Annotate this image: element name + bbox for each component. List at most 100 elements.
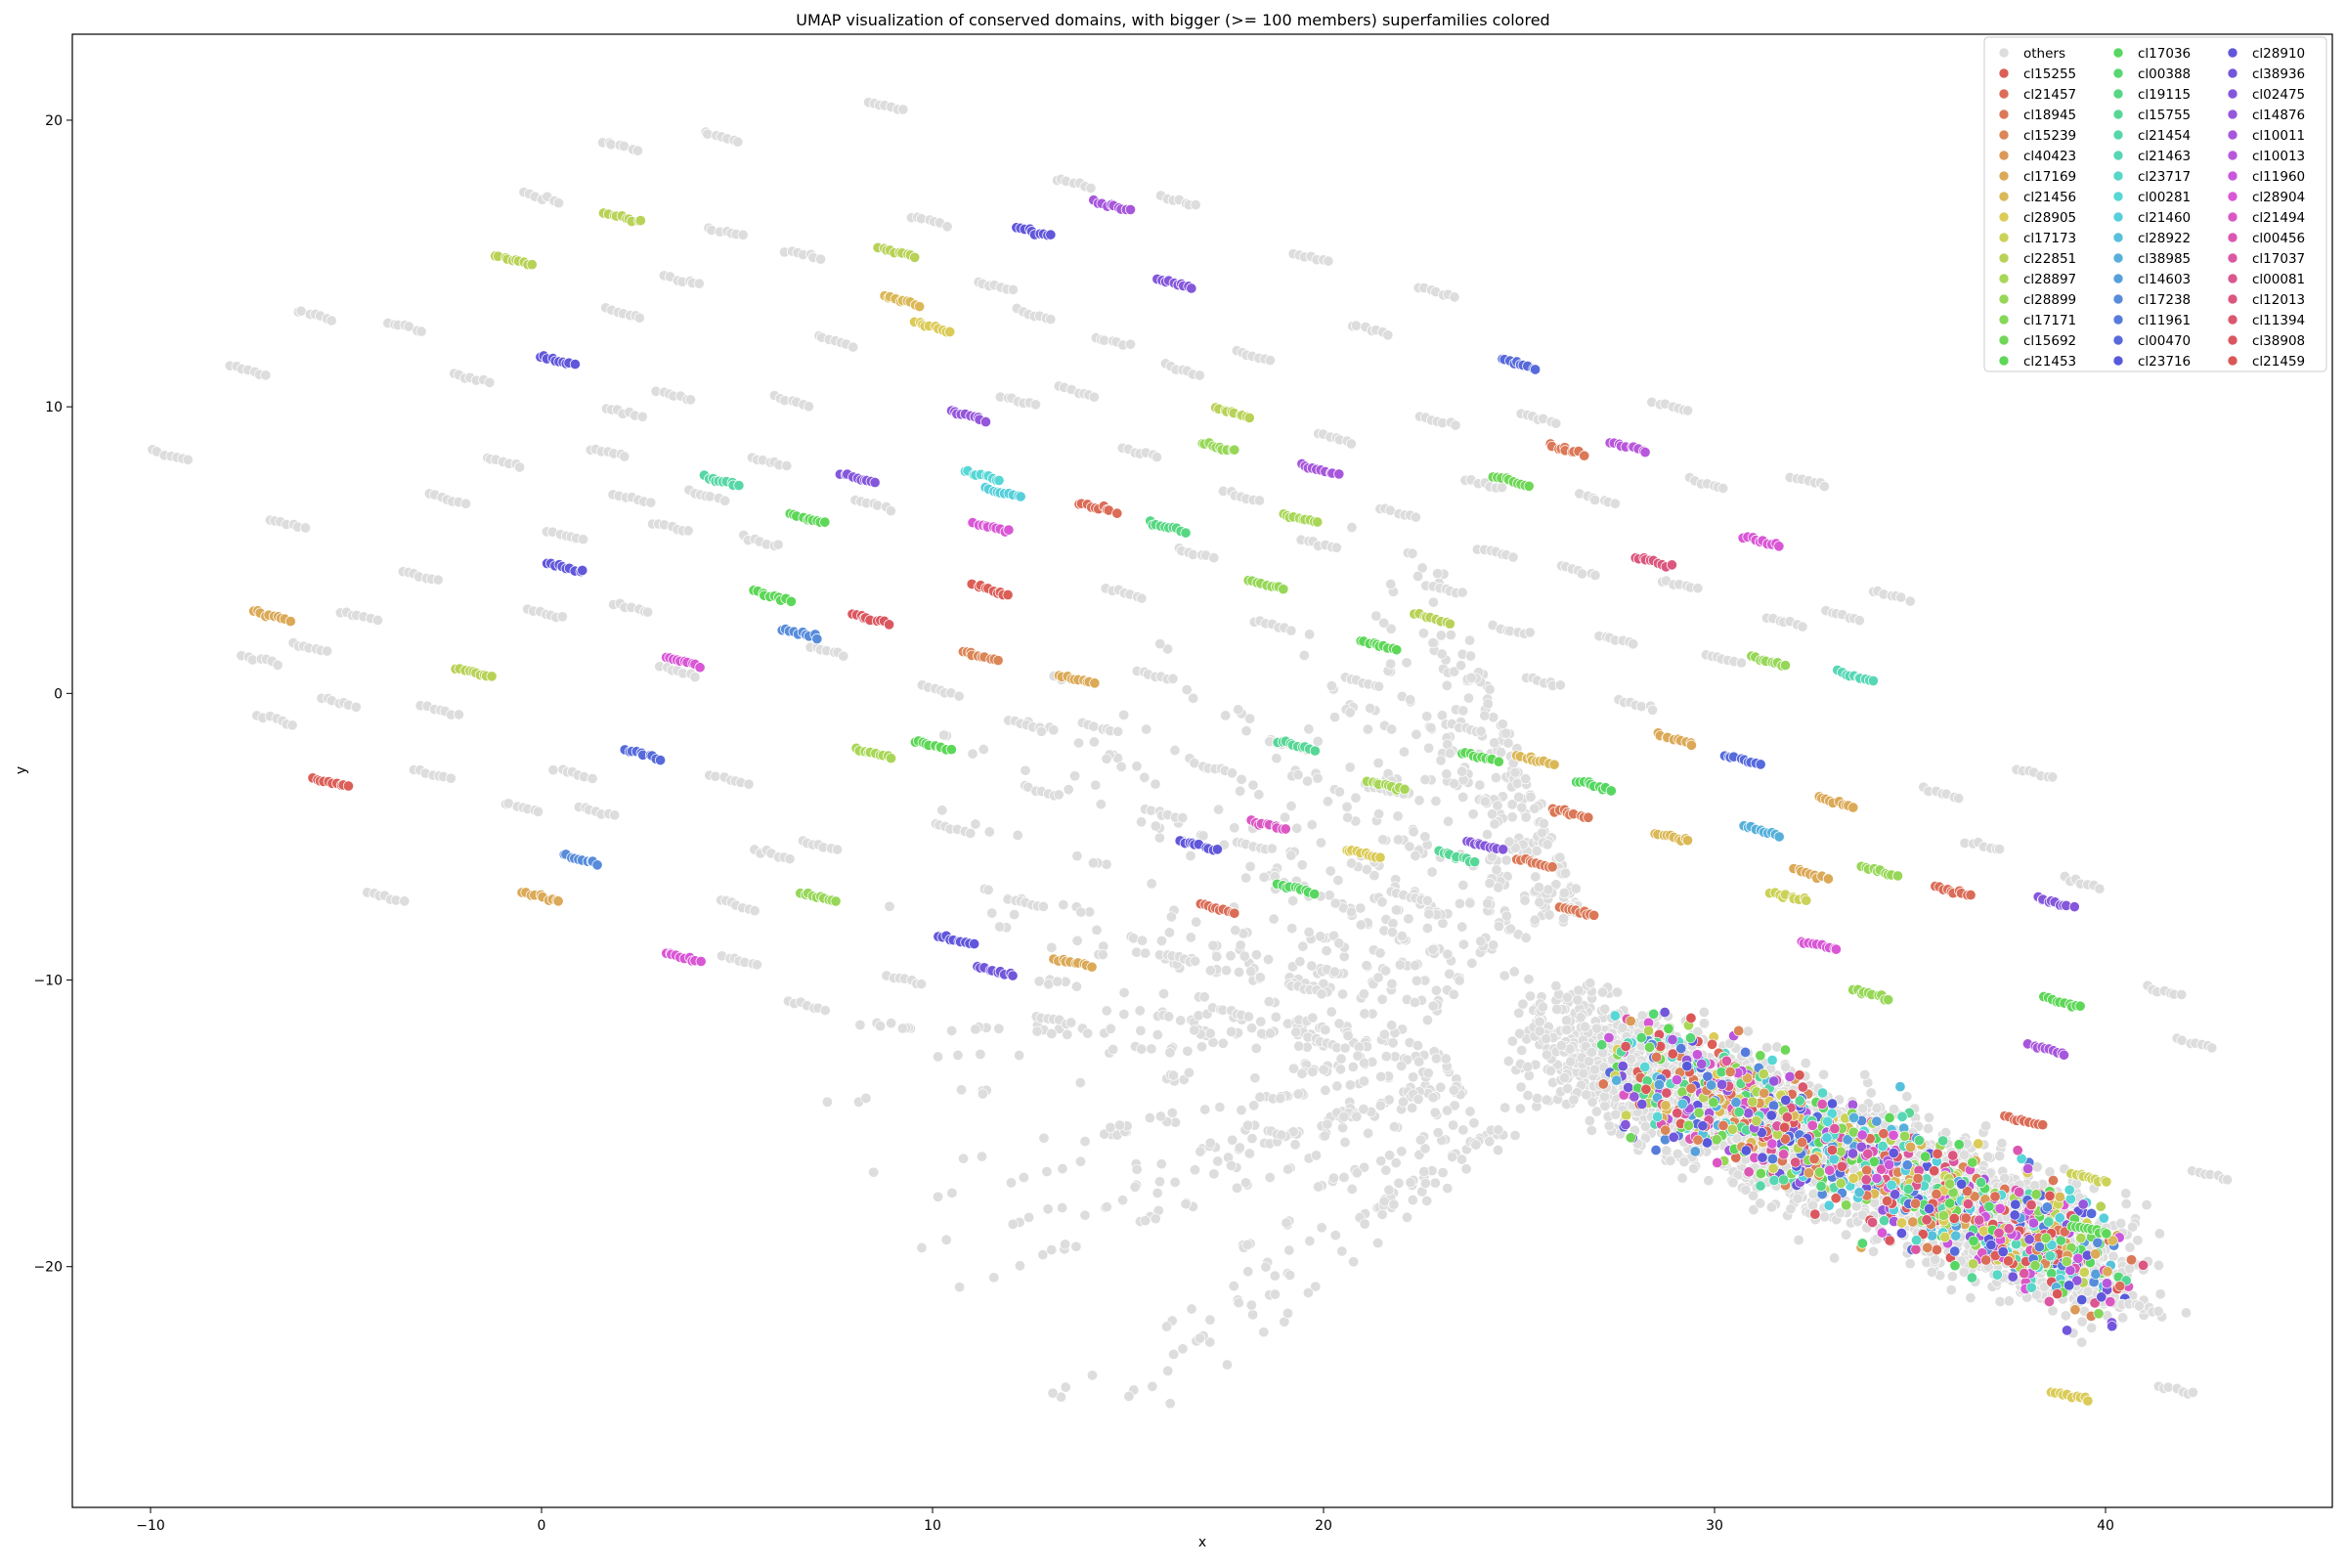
data-point-others — [1162, 1365, 1174, 1376]
data-point-others — [1698, 1018, 1710, 1029]
data-point-cl23717 — [1911, 1235, 1923, 1246]
data-point-cl38908 — [1620, 1040, 1631, 1052]
data-point-others — [1280, 811, 1291, 823]
data-point-cl38908 — [1884, 1235, 1895, 1246]
data-point-cl00456 — [1816, 1099, 1828, 1111]
data-point-others — [1292, 1088, 1304, 1100]
data-point-others — [1294, 956, 1306, 968]
data-point-cl28904 — [1994, 1202, 2006, 1214]
data-point-others — [884, 900, 895, 912]
data-point-cl38985 — [1848, 1111, 1860, 1123]
data-point-others — [1208, 1168, 1220, 1180]
data-point-others — [1247, 1309, 1259, 1321]
data-point-others — [1418, 1166, 1430, 1178]
data-point-others — [1560, 867, 1572, 879]
data-point-cl19115 — [1913, 1135, 1925, 1147]
data-point-others — [1337, 988, 1349, 1000]
data-point-others — [1370, 610, 1382, 622]
data-point-others — [1079, 1209, 1091, 1221]
data-point-cl17169 — [2102, 1266, 2113, 1278]
data-point-cl17037 — [1910, 1243, 1922, 1255]
data-point-others — [1134, 1005, 1146, 1017]
data-point-cl40423 — [2069, 1304, 2081, 1316]
data-point-others — [1363, 1127, 1374, 1139]
data-point-others — [1220, 710, 1232, 721]
data-point-others — [1380, 1164, 1392, 1176]
data-point-others — [1263, 996, 1275, 1008]
data-point-others — [1307, 1066, 1319, 1077]
data-point-cl17173 — [2078, 1266, 2090, 1278]
data-point-others — [1442, 948, 1454, 960]
data-point-cl28910 — [2009, 1209, 2020, 1221]
data-point-cl15692 — [1755, 1050, 1766, 1062]
data-point-cl14876 — [1768, 1075, 1780, 1087]
data-point-others — [1361, 960, 1372, 972]
data-point-others — [1818, 1068, 1830, 1080]
data-point-others — [1101, 1005, 1112, 1017]
data-point-cl11394 — [1797, 1081, 1808, 1093]
data-point-others — [1584, 1115, 1595, 1127]
data-point-others — [1375, 1070, 1387, 1082]
data-point-others — [1212, 1155, 1224, 1167]
data-point-others — [1392, 834, 1404, 846]
data-point-cl21453 — [1920, 1151, 1932, 1162]
data-point-others — [1071, 850, 1083, 862]
data-point-others — [1457, 1124, 1469, 1136]
data-point-others — [1550, 980, 1562, 992]
data-point-others — [1047, 1387, 1059, 1399]
data-point-cl11960 — [1856, 1129, 1868, 1141]
data-point-others — [1115, 761, 1127, 772]
data-point-cl00281 — [1609, 1010, 1621, 1022]
data-point-others — [1427, 943, 1439, 955]
data-point-others — [1302, 1286, 1314, 1298]
data-point-others — [1334, 1064, 1346, 1075]
data-point-others — [1374, 947, 1386, 959]
data-point-others — [371, 614, 383, 626]
data-point-others — [983, 826, 995, 838]
data-point-others — [1331, 1080, 1343, 1092]
data-point-cl15692 — [1779, 1044, 1791, 1056]
data-point-others — [1481, 829, 1493, 841]
data-point-others — [1180, 1198, 1192, 1210]
data-point-cl23717 — [1816, 1087, 1828, 1099]
data-point-cl11960 — [1603, 1032, 1615, 1044]
data-point-others — [1390, 904, 1402, 916]
data-point-others — [1164, 1047, 1176, 1059]
data-point-others — [1378, 1028, 1390, 1040]
data-point-cl23716 — [1826, 1098, 1838, 1110]
data-point-others — [1329, 1230, 1341, 1241]
data-point-others — [1289, 1139, 1301, 1151]
data-point-others — [1005, 1177, 1017, 1189]
data-point-others — [1157, 987, 1169, 999]
data-point-cl21457 — [1980, 1254, 1992, 1266]
data-point-others — [988, 1272, 1000, 1284]
data-point-cl28922 — [1853, 1187, 1865, 1198]
data-point-others — [958, 1153, 970, 1164]
data-point-others — [1435, 630, 1447, 641]
data-point-others — [1189, 1024, 1200, 1036]
data-point-others — [1060, 1239, 1071, 1250]
data-point-others — [1982, 1151, 1994, 1162]
data-point-others — [1565, 1056, 1577, 1067]
data-point-others — [1432, 568, 1444, 580]
data-point-others — [886, 1018, 897, 1029]
data-point-cl17238 — [2092, 1237, 2104, 1248]
data-point-others — [1233, 704, 1244, 716]
data-point-others — [1086, 1370, 1098, 1381]
data-point-others — [1537, 1001, 1548, 1013]
data-point-others — [350, 701, 362, 713]
data-point-others — [556, 611, 568, 623]
data-point-cl21459 — [1794, 1069, 1805, 1081]
data-point-others — [1325, 865, 1336, 877]
data-point-others — [1474, 779, 1486, 791]
data-point-others — [1286, 923, 1298, 935]
data-point-others — [1276, 1129, 1287, 1141]
data-point-others — [1376, 993, 1388, 1005]
data-point-cl11394 — [1672, 1108, 1683, 1119]
data-point-cl23717 — [2025, 1282, 2037, 1293]
data-point-others — [1275, 1093, 1286, 1105]
data-point-cl10013 — [2027, 1217, 2039, 1229]
data-point-others — [1442, 739, 1454, 751]
data-point-others — [1319, 1130, 1330, 1142]
data-point-others — [1105, 1121, 1116, 1133]
